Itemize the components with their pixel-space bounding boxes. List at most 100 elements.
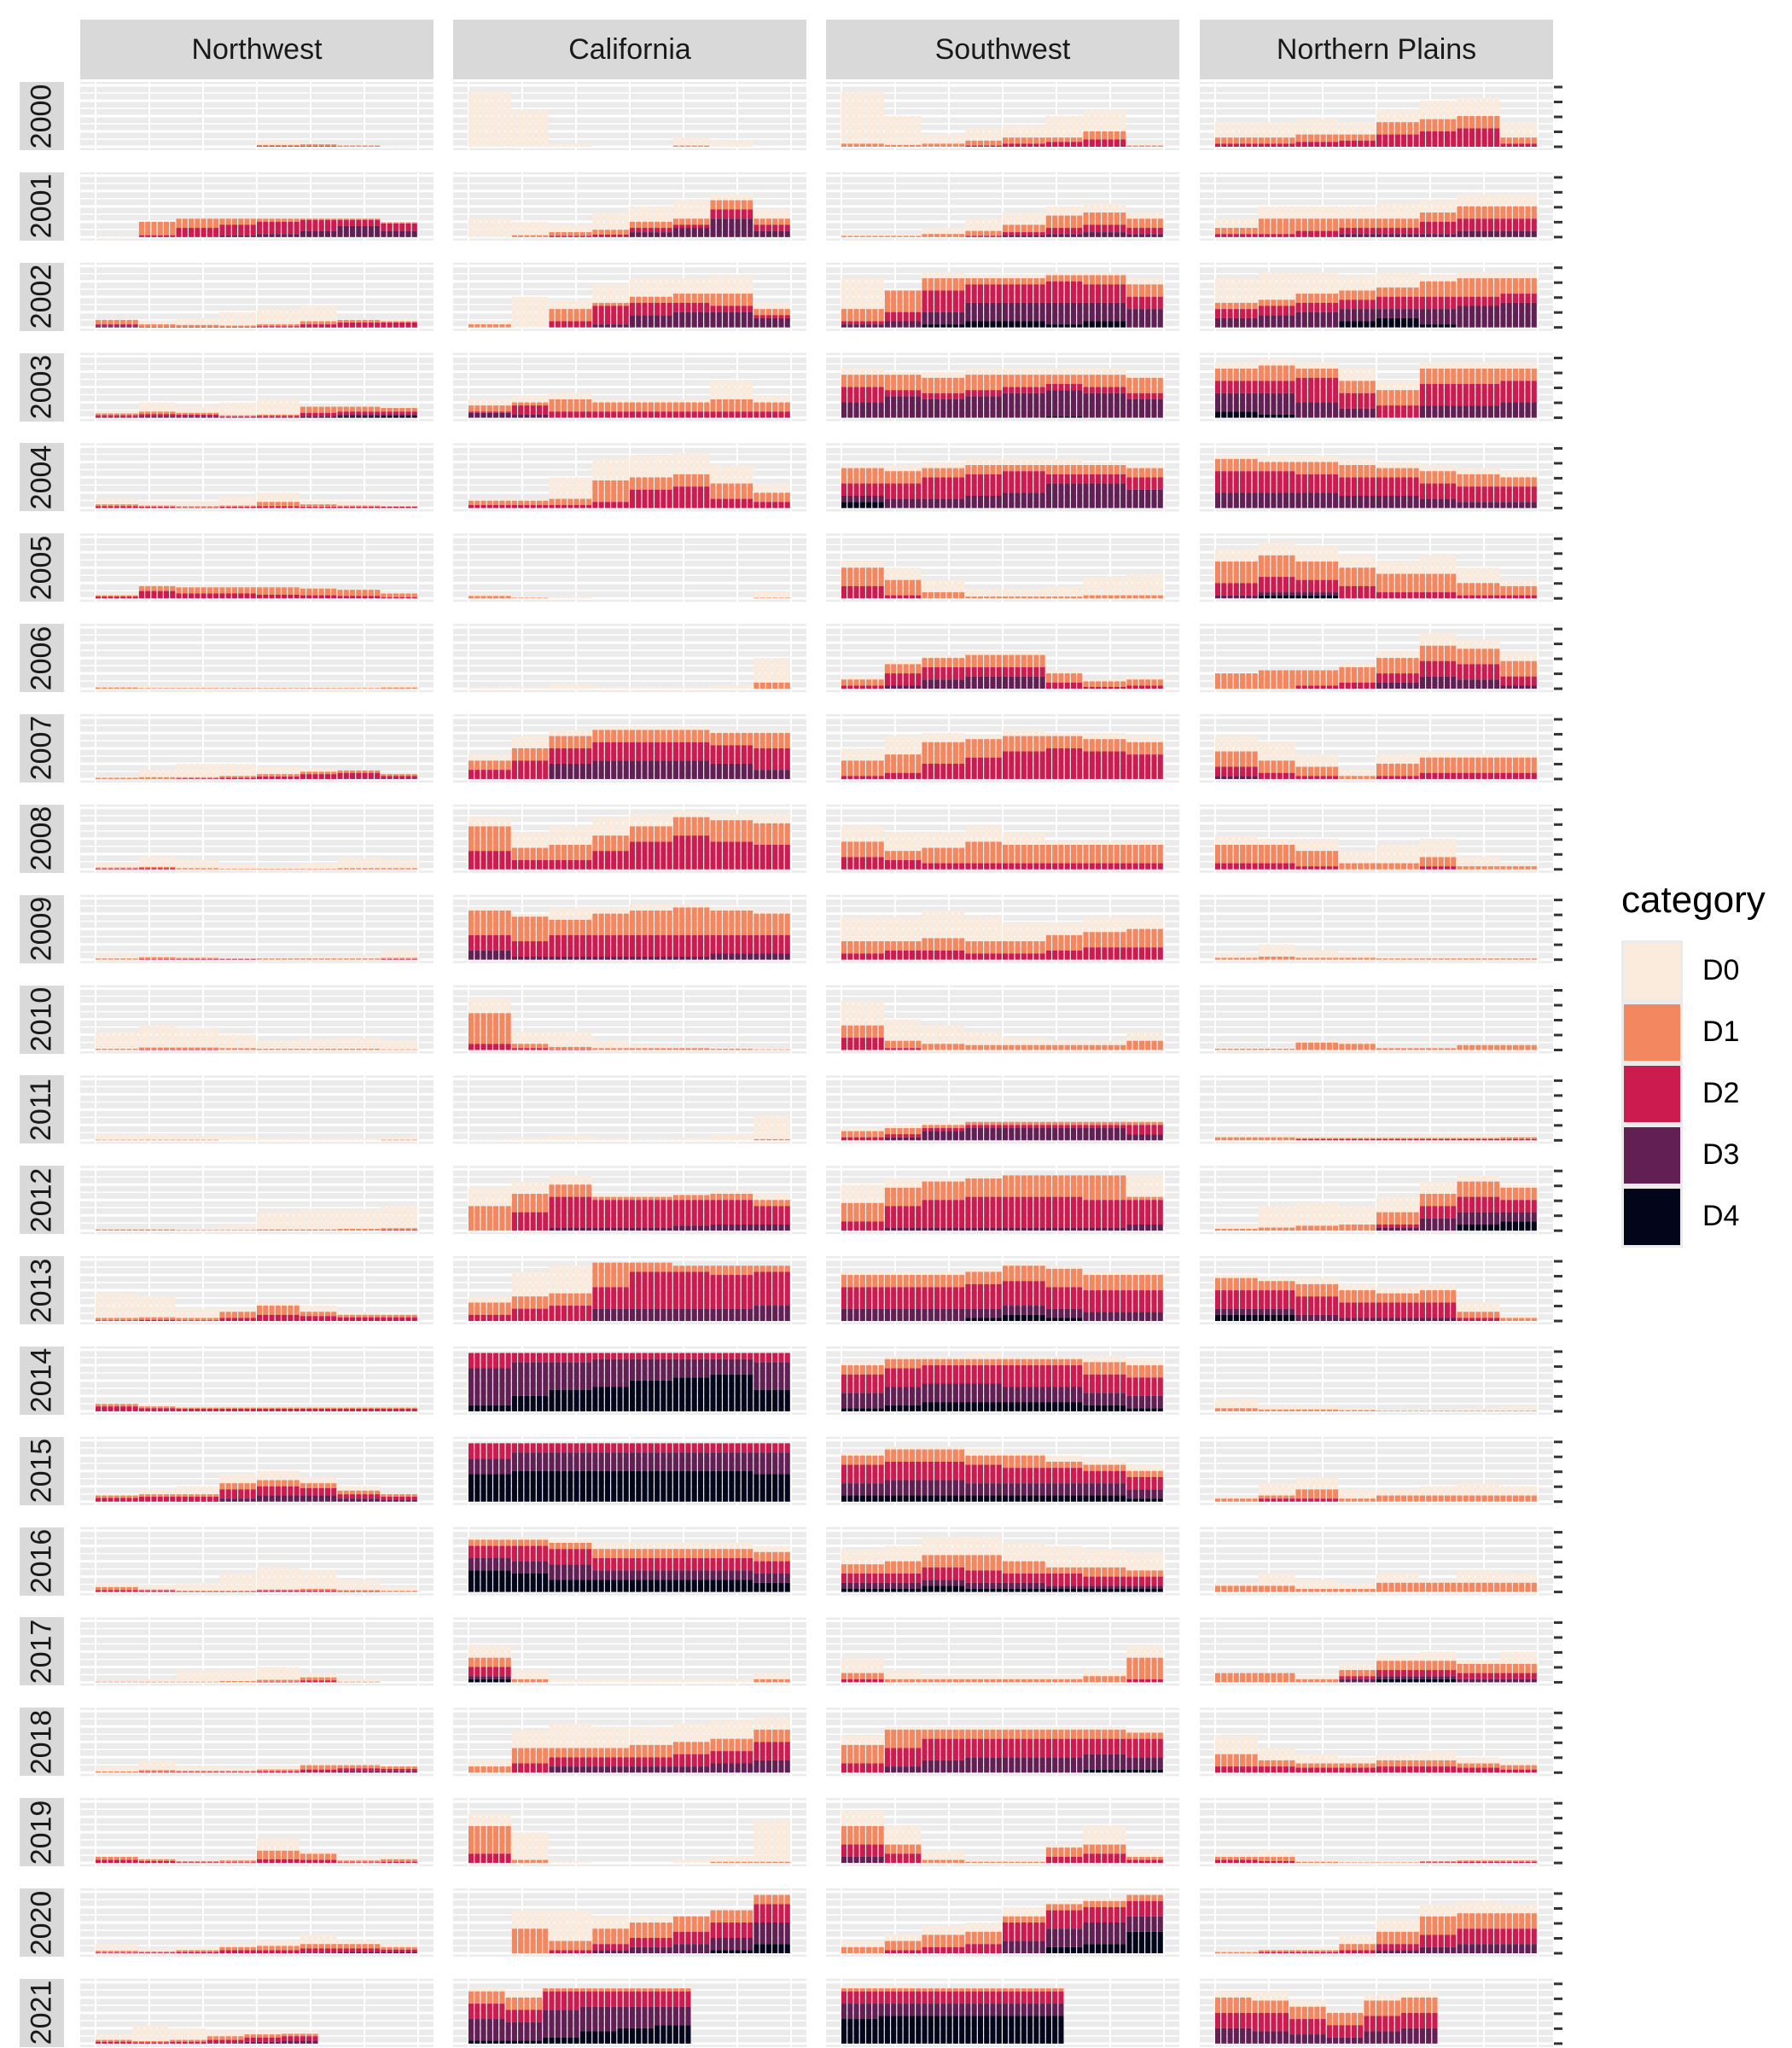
bar-segment-d4 (1277, 595, 1283, 599)
bar-segment-d2 (381, 506, 387, 509)
bar-segment-d3 (928, 399, 934, 418)
bar-segment-d1 (195, 688, 201, 689)
bar-segment-d1 (891, 471, 897, 484)
bar-segment-d0 (660, 399, 666, 403)
bar-segment-d3 (984, 396, 990, 418)
bar-segment-d1 (1077, 375, 1083, 384)
bar-segment-d2 (1221, 381, 1227, 393)
bar-segment-d2 (1326, 685, 1332, 689)
bar-segment-d0 (586, 393, 592, 399)
bar-segment-d2 (182, 326, 188, 328)
bar-segment-d0 (1481, 567, 1487, 584)
bar-segment-d3 (1531, 502, 1537, 509)
bar-segment-d1 (1151, 145, 1157, 147)
bar-segment-d1 (1064, 673, 1070, 683)
bar-segment-d2 (269, 506, 275, 509)
bar-segment-d3 (592, 324, 598, 328)
bar-segment-d3 (1227, 492, 1233, 509)
bar-segment-d0 (157, 770, 163, 777)
bar-segment-d2 (685, 411, 691, 418)
bar-segment-d2 (132, 596, 138, 599)
bar-segment-d2 (1394, 296, 1400, 310)
bar-segment-d1 (1413, 218, 1419, 229)
bar-segment-d0 (1102, 577, 1108, 596)
bar-segment-d3 (1451, 234, 1457, 237)
bar-segment-d1 (306, 588, 312, 596)
bar-segment-d2 (903, 595, 909, 599)
bar-segment-d3 (1358, 496, 1364, 509)
bar-segment-d3 (1039, 302, 1045, 322)
bar-segment-d0 (1246, 278, 1252, 303)
bar-segment-d1 (934, 377, 940, 393)
bar-segment-d0 (928, 228, 934, 235)
bar-segment-d0 (1096, 368, 1102, 375)
bar-segment-d2 (275, 221, 281, 235)
bar-segment-d3 (847, 324, 853, 328)
bar-segment-d3 (1326, 402, 1332, 418)
bar-segment-d2 (250, 326, 256, 328)
bar-segment-d1 (1258, 218, 1264, 235)
bar-segment-d3 (96, 416, 102, 418)
bar-segment-d3 (971, 496, 977, 509)
bar-segment-d3 (1064, 390, 1070, 417)
bar-segment-d0 (729, 381, 735, 399)
bar-segment-d3 (1457, 405, 1463, 418)
bar-segment-d3 (697, 311, 704, 328)
panel (80, 352, 433, 422)
bar-segment-d2 (1463, 383, 1469, 406)
bar-segment-d0 (1364, 206, 1370, 219)
bar-segment-d1 (1277, 462, 1283, 472)
bar-segment-d2 (784, 411, 790, 418)
bar-segment-d0 (884, 660, 890, 665)
bar-segment-d3 (1382, 234, 1388, 237)
bar-segment-d0 (102, 317, 108, 321)
bar-segment-d2 (263, 506, 269, 509)
bar-segment-d1 (1227, 673, 1233, 689)
bar-segment-d2 (1077, 474, 1083, 484)
bar-segment-d3 (350, 225, 356, 237)
bar-segment-d0 (1419, 555, 1425, 574)
bar-segment-d1 (697, 218, 704, 225)
bar-segment-d1 (282, 502, 288, 507)
bar-segment-d1 (753, 218, 759, 225)
bar-segment-d1 (1215, 561, 1221, 584)
bar-segment-d0 (648, 278, 654, 297)
bar-segment-d1 (1426, 573, 1432, 593)
bar-segment-d0 (312, 686, 318, 689)
bar-segment-d2 (604, 502, 610, 509)
bar-segment-d1 (903, 144, 909, 147)
bar-segment-d0 (891, 465, 897, 472)
bar-segment-d2 (1089, 387, 1095, 393)
bar-segment-d4 (375, 416, 381, 418)
bar-segment-d2 (1240, 234, 1246, 237)
bar-segment-d0 (493, 593, 499, 596)
bar-segment-d0 (145, 770, 151, 777)
bar-segment-d0 (238, 402, 244, 416)
bar-segment-d2 (778, 502, 784, 509)
bar-segment-d1 (368, 688, 374, 689)
bar-segment-d0 (1295, 206, 1301, 219)
bar-segment-d1 (306, 218, 312, 220)
bar-segment-d2 (878, 685, 884, 689)
bar-segment-d2 (375, 219, 381, 226)
bar-segment-d2 (1419, 592, 1425, 599)
bar-segment-d0 (132, 685, 138, 688)
bar-segment-d0 (623, 284, 629, 303)
bar-segment-d2 (1227, 234, 1233, 237)
bar-segment-d3 (1070, 390, 1077, 417)
bar-segment-d1 (1382, 218, 1388, 229)
bar-segment-d1 (362, 406, 368, 412)
bar-segment-d0 (312, 305, 318, 322)
bar-segment-d2 (1089, 474, 1095, 484)
bar-segment-d2 (1320, 302, 1326, 312)
bar-segment-d2 (1451, 660, 1457, 677)
bar-segment-d3 (1506, 402, 1512, 418)
bar-segment-d0 (1394, 651, 1400, 659)
bar-segment-d1 (934, 592, 940, 599)
bar-segment-d0 (411, 684, 417, 688)
bar-segment-d1 (1096, 681, 1102, 687)
bar-segment-d0 (1370, 206, 1376, 219)
bar-segment-d0 (1295, 271, 1301, 294)
bar-segment-d2 (1358, 393, 1364, 409)
bar-segment-d1 (897, 579, 903, 596)
